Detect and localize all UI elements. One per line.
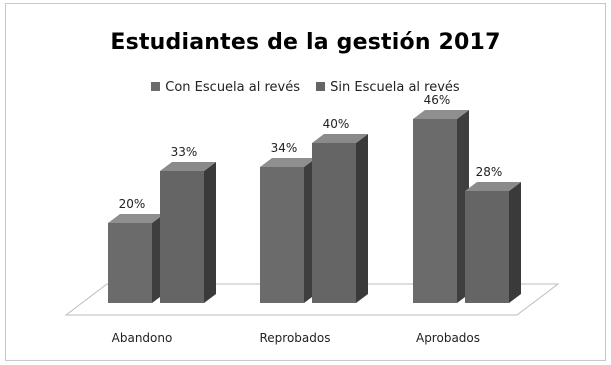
bar-top-reprobados-s1: [260, 158, 316, 167]
chart-legend: Con Escuela al revés Sin Escuela al revé…: [0, 80, 611, 95]
x-tick-label-abandono: Abandono: [112, 331, 173, 345]
bar-reprobados-s1: [260, 167, 304, 303]
data-label-abandono-s2: 33%: [171, 145, 198, 159]
bar-abandono-s2: [160, 171, 204, 303]
legend-item-series-1: Con Escuela al revés: [151, 80, 300, 95]
bar-top-reprobados-s2: [312, 134, 368, 143]
bar-top-abandono-s2: [160, 162, 216, 171]
bar-top-abandono-s1: [108, 214, 164, 223]
data-label-aprobados-s1: 46%: [424, 93, 451, 107]
bar-side-reprobados-s2: [356, 134, 368, 303]
bar-aprobados-s1: [413, 119, 457, 303]
data-label-reprobados-s1: 34%: [271, 141, 298, 155]
legend-item-series-2: Sin Escuela al revés: [316, 80, 460, 95]
x-tick-label-reprobados: Reprobados: [260, 331, 331, 345]
chart-title: Estudiantes de la gestión 2017: [110, 30, 501, 55]
legend-swatch-series-1: [151, 82, 161, 91]
data-label-abandono-s1: 20%: [119, 197, 146, 211]
data-label-aprobados-s2: 28%: [476, 165, 503, 179]
legend-label-series-1: Con Escuela al revés: [165, 80, 300, 95]
bar-top-aprobados-s2: [465, 182, 521, 191]
bar-side-abandono-s2: [204, 162, 216, 303]
bar-side-aprobados-s2: [509, 182, 521, 303]
bar-reprobados-s2: [312, 143, 356, 303]
bar-top-aprobados-s1: [413, 110, 469, 119]
legend-swatch-series-2: [316, 82, 326, 91]
legend-label-series-2: Sin Escuela al revés: [330, 80, 460, 95]
data-label-reprobados-s2: 40%: [323, 117, 350, 131]
bar-aprobados-s2: [465, 191, 509, 303]
bar-abandono-s1: [108, 223, 152, 303]
x-tick-label-aprobados: Aprobados: [416, 331, 480, 345]
